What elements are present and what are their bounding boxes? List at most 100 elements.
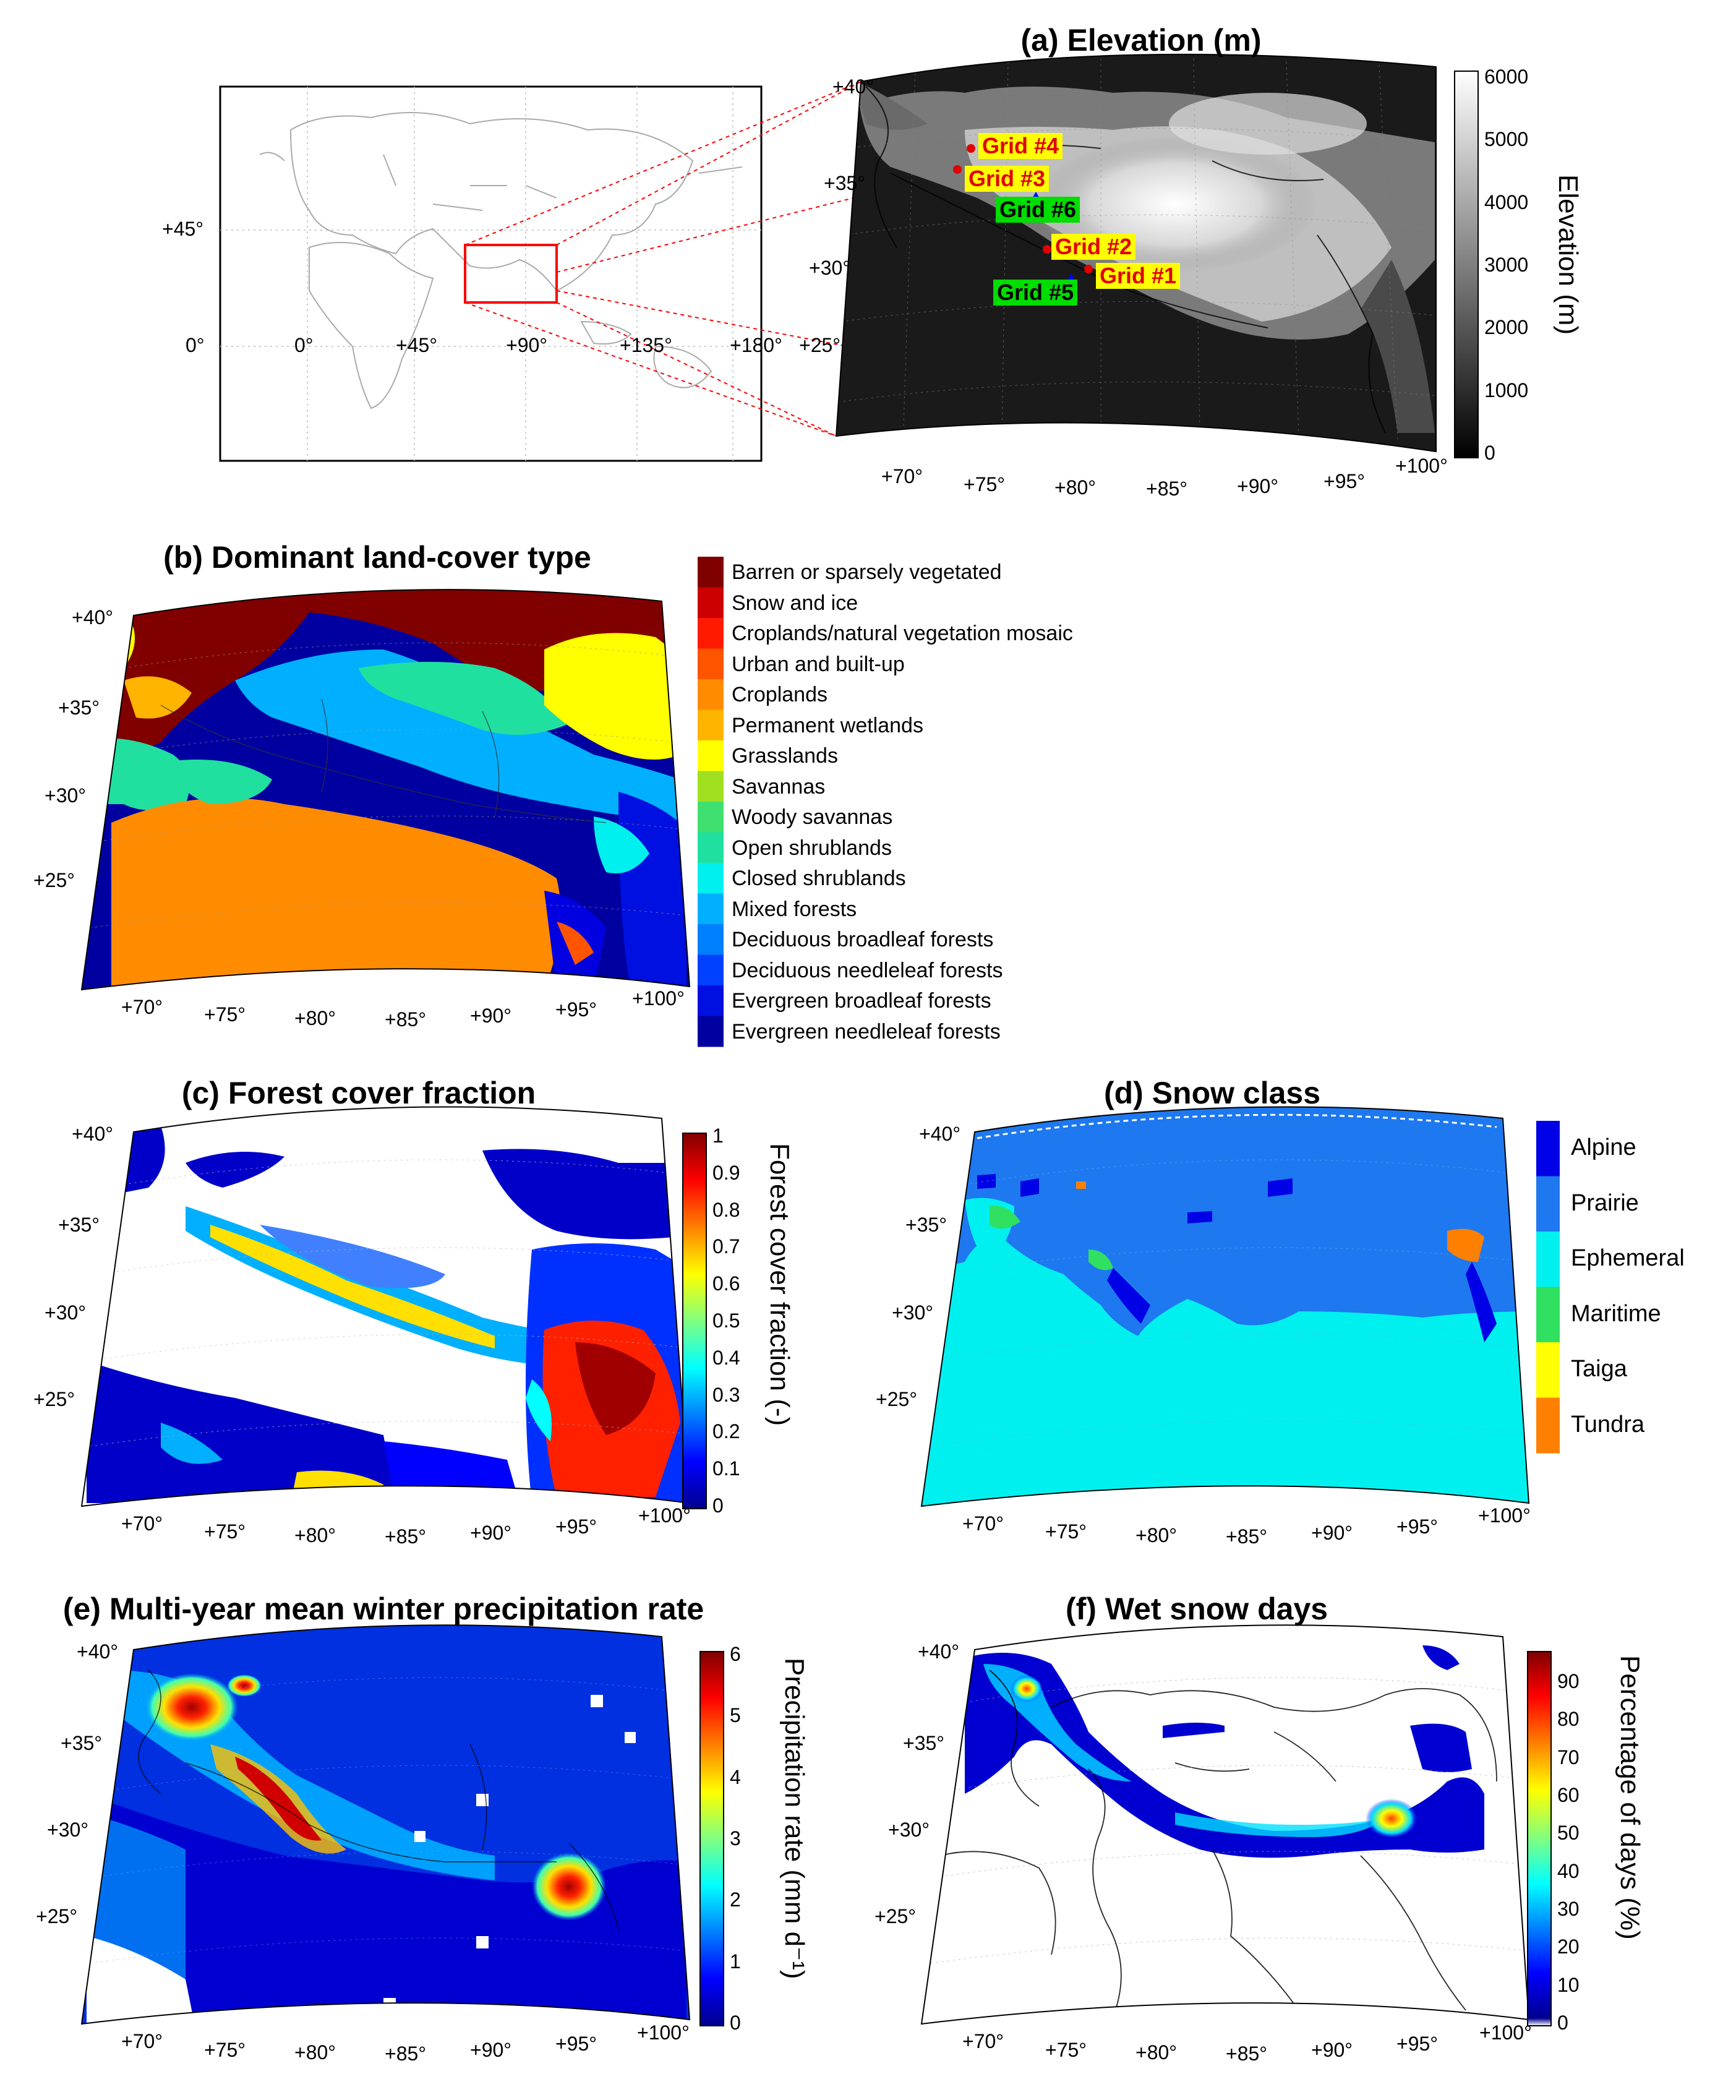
- f-lon-95: +95°: [1396, 2033, 1439, 2055]
- d-lat-30: +30°: [892, 1301, 934, 1324]
- landcover-legend-label-14: Evergreen broadleaf forests: [732, 989, 991, 1013]
- c-lat-25: +25°: [33, 1388, 75, 1410]
- d-lat-25: +25°: [876, 1388, 918, 1410]
- panel-e-title: (e) Multi-year mean winter precipitation…: [62, 1592, 704, 1626]
- b-lon-90: +90°: [470, 1005, 512, 1027]
- precip-tick-3: 3: [730, 1827, 741, 1849]
- panel-c-title: (c) Forest cover fraction: [181, 1076, 536, 1110]
- wetsnow-colorbar: [1527, 1651, 1552, 2026]
- f-lat-35: +35°: [903, 1732, 945, 1754]
- snow-class-swatch-0: [1536, 1121, 1560, 1176]
- a-lon-85: +85°: [1146, 478, 1188, 500]
- d-lon-95: +95°: [1396, 1515, 1439, 1538]
- f-lon-90: +90°: [1311, 2039, 1353, 2061]
- c-lat-40: +40°: [72, 1123, 114, 1145]
- landcover-legend-label-13: Deciduous needleleaf forests: [732, 958, 1003, 982]
- panel-a-title: (a) Elevation (m): [1020, 23, 1262, 58]
- forest-tick-4: 0.6: [712, 1272, 740, 1295]
- elevation-tick-1: 5000: [1484, 128, 1529, 151]
- snow-class-legend-label-5: Tundra: [1571, 1411, 1644, 1438]
- wetsnow-tick-8: 10: [1557, 1973, 1580, 1996]
- c-lat-30: +30°: [45, 1301, 87, 1324]
- world-lat-45: +45°: [162, 218, 204, 240]
- d-lon-75: +75°: [1045, 1520, 1087, 1543]
- snow-class-legend-label-2: Ephemeral: [1571, 1245, 1685, 1271]
- wetsnow-tick-4: 50: [1557, 1822, 1580, 1845]
- c-lon-100: +100°: [638, 1504, 691, 1527]
- a-lon-80: +80°: [1054, 476, 1097, 499]
- e-lat-40: +40°: [77, 1640, 119, 1663]
- c-lon-85: +85°: [385, 1525, 427, 1548]
- grid-2-label: Grid #2: [1051, 234, 1136, 260]
- snow-class-legend-label-1: Prairie: [1571, 1189, 1639, 1216]
- landcover-legend-label-8: Woody savannas: [732, 805, 893, 829]
- b-lon-100: +100°: [632, 987, 685, 1009]
- wetsnow-tick-7: 20: [1557, 1935, 1580, 1958]
- forest-colorbar: [682, 1133, 707, 1509]
- snow-class-legend-label-4: Taiga: [1571, 1356, 1627, 1382]
- c-lat-35: +35°: [58, 1214, 100, 1236]
- grid-4-label: Grid #4: [978, 133, 1063, 159]
- b-lat-40: +40°: [72, 606, 114, 628]
- landcover-swatch-4: [698, 679, 724, 710]
- snow-class-swatch-4: [1536, 1342, 1560, 1398]
- landcover-swatch-1: [698, 587, 724, 619]
- e-lon-80: +80°: [294, 2041, 336, 2064]
- d-lon-70: +70°: [962, 1512, 1004, 1535]
- precip-tick-0: 6: [730, 1643, 741, 1665]
- snow-class-legend-label-3: Maritime: [1571, 1300, 1661, 1327]
- world-lon-45: +45°: [396, 334, 438, 356]
- a-lon-75: +75°: [964, 473, 1006, 495]
- e-lon-90: +90°: [470, 2039, 512, 2061]
- precip-tick-2: 4: [730, 1765, 741, 1788]
- forest-tick-2: 0.8: [712, 1198, 740, 1221]
- wetsnow-colorbar-label: Percentage of days (%): [1615, 1655, 1645, 1940]
- world-lon-180: +180°: [730, 334, 782, 356]
- b-lat-30: +30°: [45, 784, 87, 807]
- e-lon-85: +85°: [385, 2042, 427, 2065]
- d-lat-35: +35°: [905, 1214, 947, 1236]
- landcover-legend-label-11: Mixed forests: [732, 897, 857, 921]
- world-lat-0: 0°: [186, 334, 205, 356]
- landcover-swatch-9: [698, 832, 724, 864]
- f-lat-40: +40°: [918, 1640, 960, 1663]
- landcover-legend-label-3: Urban and built-up: [732, 652, 905, 676]
- landcover-swatch-8: [698, 802, 724, 833]
- a-lat-25: +25°: [799, 334, 841, 356]
- wet-snow-map: [920, 1624, 1530, 2025]
- snow-class-swatch-3: [1536, 1287, 1560, 1343]
- forest-tick-0: 1: [712, 1125, 724, 1147]
- landcover-swatch-13: [698, 954, 724, 986]
- b-lon-70: +70°: [121, 996, 163, 1018]
- a-lon-100: +100°: [1395, 455, 1448, 477]
- landcover-swatch-12: [698, 924, 724, 955]
- landcover-swatch-3: [698, 648, 724, 680]
- a-lon-90: +90°: [1237, 475, 1279, 497]
- b-lat-25: +25°: [33, 869, 75, 891]
- elevation-tick-3: 3000: [1484, 254, 1529, 276]
- landcover-legend-label-9: Open shrublands: [732, 836, 892, 860]
- forest-cover-map: [80, 1106, 691, 1507]
- forest-tick-10: 0: [712, 1494, 724, 1517]
- a-lat-40: +40°: [832, 75, 874, 98]
- forest-tick-8: 0.2: [712, 1420, 740, 1443]
- grid-markers: [953, 144, 1093, 282]
- landcover-swatch-5: [698, 709, 724, 741]
- e-lat-25: +25°: [36, 1905, 78, 1927]
- e-lon-100: +100°: [637, 2021, 690, 2044]
- e-lon-95: +95°: [555, 2033, 597, 2055]
- landcover-swatch-10: [698, 863, 724, 894]
- snow-class-swatch-5: [1536, 1397, 1560, 1454]
- precip-colorbar-label: Precipitation rate (mm d⁻¹): [779, 1658, 810, 1979]
- elevation-tick-5: 1000: [1484, 379, 1529, 401]
- precip-tick-4: 2: [730, 1888, 741, 1911]
- wetsnow-tick-5: 40: [1557, 1859, 1580, 1882]
- precip-map: [80, 1624, 691, 2025]
- c-lon-80: +80°: [294, 1524, 336, 1546]
- landcover-swatch-14: [698, 985, 724, 1016]
- c-lon-75: +75°: [204, 1520, 246, 1543]
- wetsnow-tick-6: 30: [1557, 1898, 1580, 1920]
- c-lon-90: +90°: [470, 1522, 512, 1544]
- d-lon-90: +90°: [1311, 1522, 1353, 1544]
- d-lon-100: +100°: [1478, 1504, 1531, 1527]
